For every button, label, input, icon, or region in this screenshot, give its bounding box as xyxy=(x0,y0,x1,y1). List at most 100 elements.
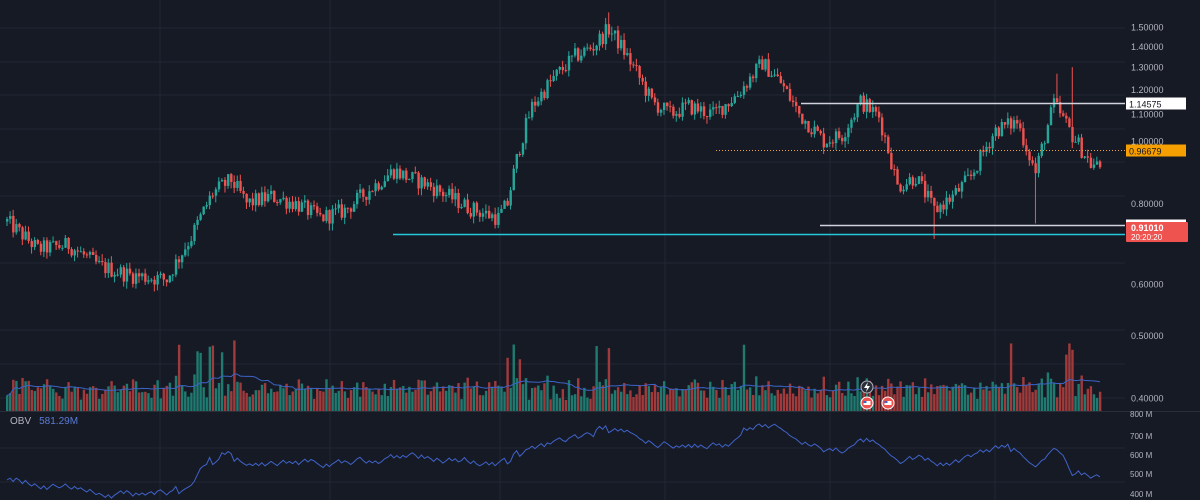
candle-body xyxy=(530,101,534,118)
candle-body xyxy=(791,100,795,103)
candle-body xyxy=(162,273,165,280)
volume-bar xyxy=(589,398,592,411)
volume-bar xyxy=(1086,388,1090,411)
volume-bar xyxy=(739,385,743,411)
volume-bar xyxy=(233,340,236,411)
candle-body xyxy=(445,195,448,197)
candle-body xyxy=(306,200,310,216)
volume-bar xyxy=(1000,383,1004,411)
volume-bar xyxy=(613,390,617,411)
volume-bar xyxy=(834,384,838,411)
candle-body xyxy=(610,33,614,35)
volume-bar xyxy=(1037,383,1040,411)
volume-bar xyxy=(395,389,399,411)
candle-body xyxy=(613,30,617,34)
volume-bar xyxy=(159,398,162,411)
volume-bar xyxy=(251,394,254,411)
volume-bar xyxy=(1065,354,1068,411)
candle-body xyxy=(718,105,721,108)
candle-body xyxy=(214,189,218,196)
candle-body xyxy=(1065,115,1068,119)
volume-bar xyxy=(322,391,325,411)
volume-bar xyxy=(220,352,224,411)
volume-bar xyxy=(303,388,307,411)
volume-bar xyxy=(1034,389,1037,411)
candle-body xyxy=(761,59,764,70)
obv-axis-label: 500 M xyxy=(1130,470,1153,479)
candle-body xyxy=(850,119,853,128)
volume-bar xyxy=(180,385,184,411)
candle-body xyxy=(973,172,976,177)
candle-body xyxy=(509,190,512,206)
candle-body xyxy=(675,113,678,116)
candle-body xyxy=(21,227,24,240)
candle-body xyxy=(785,86,789,89)
candle-body xyxy=(500,208,503,213)
volume-bar xyxy=(1083,394,1086,411)
candle-body xyxy=(976,170,979,173)
volume-bar xyxy=(42,384,46,411)
candle-body xyxy=(1074,141,1077,143)
volume-bar xyxy=(285,383,288,411)
candle-body xyxy=(552,75,555,81)
candle-body xyxy=(816,126,819,131)
candle-body xyxy=(257,193,261,206)
candle-body xyxy=(119,267,122,275)
candle-body xyxy=(205,205,208,207)
volume-bar xyxy=(196,351,199,411)
volume-bar xyxy=(217,382,221,411)
volume-bar xyxy=(205,397,208,411)
obv-label: OBV xyxy=(10,416,32,427)
volume-bar xyxy=(841,392,844,411)
candle-body xyxy=(27,231,30,242)
candle-body xyxy=(518,153,522,155)
volume-bar xyxy=(669,388,672,411)
candle-body xyxy=(184,249,187,256)
volume-bar xyxy=(355,382,359,411)
volume-bar xyxy=(153,384,156,411)
obv-line xyxy=(6,423,1101,499)
candle-body xyxy=(497,212,500,225)
candle-body xyxy=(997,127,1001,137)
candle-body xyxy=(1095,161,1099,165)
volume-bar xyxy=(524,378,528,411)
candle-body xyxy=(448,188,451,196)
volume-bar xyxy=(1031,392,1034,411)
candle-body xyxy=(408,178,411,180)
volume-bar xyxy=(95,387,98,411)
candle-body xyxy=(153,279,156,285)
candle-body xyxy=(33,240,37,248)
volume-bar xyxy=(626,394,629,411)
candle-body xyxy=(168,275,172,283)
volume-bar xyxy=(445,390,448,411)
volume-bar xyxy=(408,386,411,411)
volume-bar xyxy=(156,380,159,411)
volume-bar xyxy=(527,399,531,411)
volume-bar xyxy=(79,399,83,411)
candle-body xyxy=(877,111,881,118)
candle-body xyxy=(1083,156,1086,158)
volume-bar xyxy=(377,388,380,411)
volume-bar xyxy=(426,394,429,411)
volume-bar xyxy=(331,385,334,411)
candle-body xyxy=(199,214,202,220)
candle-body xyxy=(122,267,126,282)
candle-body xyxy=(874,106,878,112)
candle-body xyxy=(788,88,792,101)
volume-bar xyxy=(1059,383,1062,411)
volume-bar xyxy=(239,382,242,411)
candle-body xyxy=(138,273,141,277)
candle-body xyxy=(798,106,801,114)
volume-bar xyxy=(825,395,829,411)
volume-bar xyxy=(190,392,193,411)
volume-bar xyxy=(650,392,654,411)
candle-body xyxy=(319,212,322,215)
volume-bar xyxy=(586,397,589,411)
candle-body xyxy=(801,113,804,124)
candle-body xyxy=(561,66,565,71)
candle-body xyxy=(948,197,951,202)
volume-bar xyxy=(804,390,807,411)
candle-body xyxy=(1003,122,1007,125)
